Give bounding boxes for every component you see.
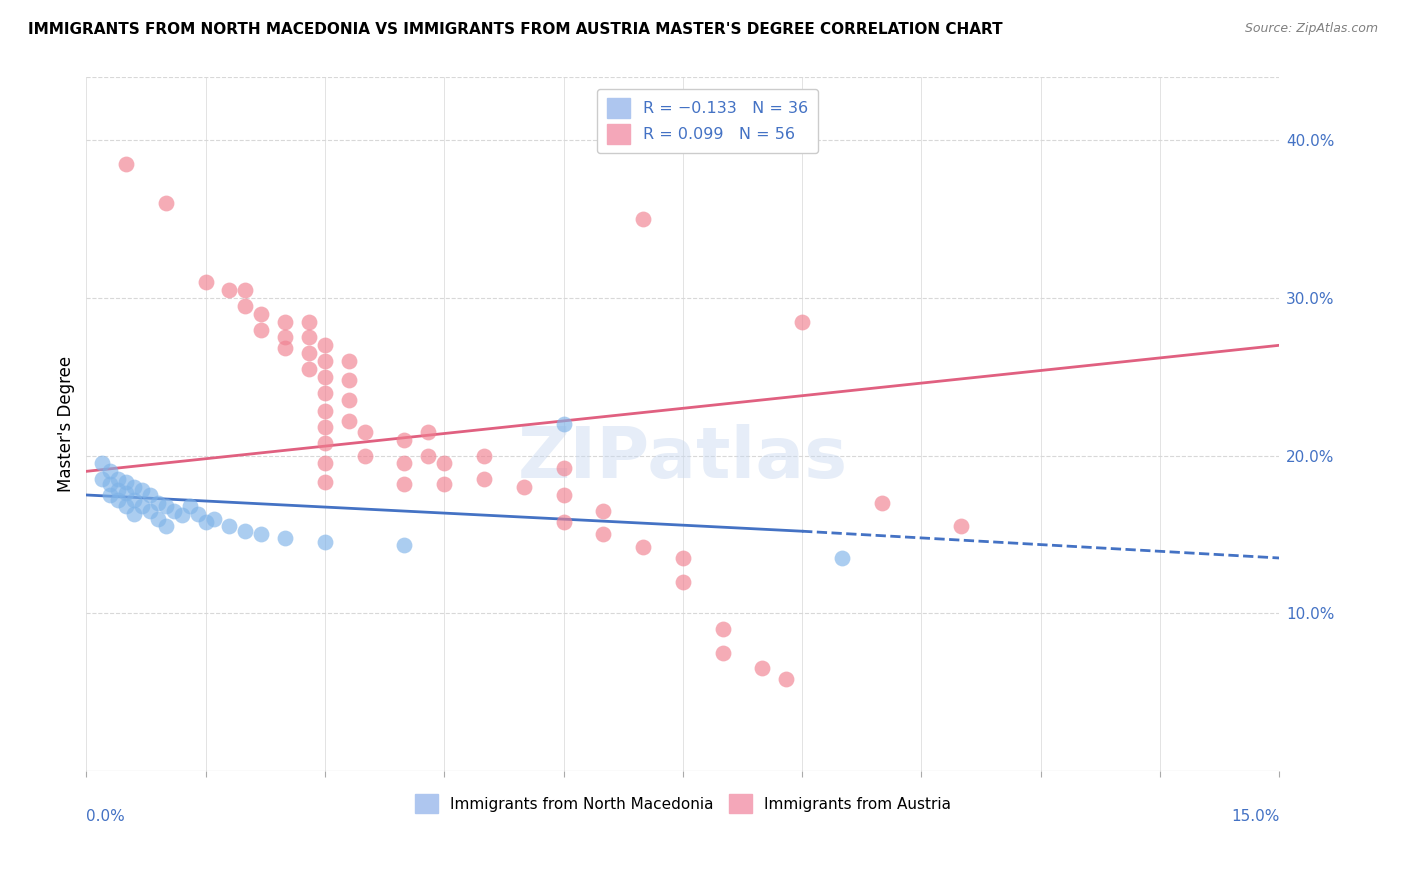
Point bbox=[631, 540, 654, 554]
Point bbox=[337, 393, 360, 408]
Point bbox=[122, 507, 145, 521]
Point bbox=[353, 425, 375, 439]
Point bbox=[115, 475, 138, 490]
Point bbox=[314, 457, 336, 471]
Point bbox=[139, 504, 162, 518]
Point bbox=[139, 488, 162, 502]
Point bbox=[337, 354, 360, 368]
Point bbox=[250, 322, 273, 336]
Point bbox=[131, 483, 153, 498]
Text: ZIPatlas: ZIPatlas bbox=[517, 425, 848, 493]
Point bbox=[314, 535, 336, 549]
Point bbox=[433, 477, 456, 491]
Point bbox=[314, 475, 336, 490]
Point bbox=[337, 414, 360, 428]
Point bbox=[122, 480, 145, 494]
Point bbox=[107, 492, 129, 507]
Point bbox=[672, 551, 695, 566]
Text: 15.0%: 15.0% bbox=[1230, 809, 1279, 824]
Y-axis label: Master's Degree: Master's Degree bbox=[58, 356, 75, 492]
Point bbox=[122, 492, 145, 507]
Point bbox=[170, 508, 193, 523]
Point bbox=[274, 315, 297, 329]
Point bbox=[418, 425, 440, 439]
Point bbox=[107, 483, 129, 498]
Point bbox=[98, 488, 121, 502]
Point bbox=[155, 196, 177, 211]
Point bbox=[155, 519, 177, 533]
Point bbox=[98, 477, 121, 491]
Point bbox=[472, 449, 495, 463]
Point bbox=[91, 457, 114, 471]
Point bbox=[235, 299, 257, 313]
Point bbox=[433, 457, 456, 471]
Point bbox=[91, 472, 114, 486]
Point bbox=[553, 488, 575, 502]
Point bbox=[146, 496, 169, 510]
Point bbox=[751, 661, 773, 675]
Point bbox=[314, 436, 336, 450]
Point bbox=[831, 551, 853, 566]
Point bbox=[115, 499, 138, 513]
Point bbox=[202, 511, 225, 525]
Point bbox=[775, 673, 797, 687]
Point bbox=[187, 507, 209, 521]
Point bbox=[298, 346, 321, 360]
Point bbox=[155, 499, 177, 513]
Point bbox=[418, 449, 440, 463]
Point bbox=[298, 362, 321, 376]
Point bbox=[337, 373, 360, 387]
Text: IMMIGRANTS FROM NORTH MACEDONIA VS IMMIGRANTS FROM AUSTRIA MASTER'S DEGREE CORRE: IMMIGRANTS FROM NORTH MACEDONIA VS IMMIG… bbox=[28, 22, 1002, 37]
Point bbox=[394, 457, 416, 471]
Point bbox=[194, 515, 217, 529]
Point bbox=[950, 519, 973, 533]
Point bbox=[314, 354, 336, 368]
Point bbox=[394, 477, 416, 491]
Point bbox=[274, 330, 297, 344]
Point bbox=[298, 315, 321, 329]
Point bbox=[194, 275, 217, 289]
Point bbox=[394, 433, 416, 447]
Point bbox=[131, 499, 153, 513]
Point bbox=[314, 404, 336, 418]
Point bbox=[512, 480, 534, 494]
Point bbox=[235, 283, 257, 297]
Point bbox=[179, 499, 201, 513]
Legend: Immigrants from North Macedonia, Immigrants from Austria: Immigrants from North Macedonia, Immigra… bbox=[405, 785, 960, 822]
Point bbox=[472, 472, 495, 486]
Point bbox=[553, 515, 575, 529]
Point bbox=[790, 315, 813, 329]
Point bbox=[115, 486, 138, 500]
Point bbox=[218, 519, 240, 533]
Point bbox=[250, 527, 273, 541]
Point bbox=[98, 464, 121, 478]
Point bbox=[592, 527, 614, 541]
Text: 0.0%: 0.0% bbox=[86, 809, 125, 824]
Point bbox=[146, 511, 169, 525]
Point bbox=[314, 420, 336, 434]
Point bbox=[553, 417, 575, 431]
Point bbox=[592, 504, 614, 518]
Point bbox=[553, 461, 575, 475]
Point bbox=[314, 338, 336, 352]
Point bbox=[218, 283, 240, 297]
Point bbox=[314, 385, 336, 400]
Point bbox=[274, 342, 297, 356]
Point bbox=[631, 212, 654, 227]
Point bbox=[314, 369, 336, 384]
Text: Source: ZipAtlas.com: Source: ZipAtlas.com bbox=[1244, 22, 1378, 36]
Point bbox=[235, 524, 257, 539]
Point bbox=[107, 472, 129, 486]
Point bbox=[394, 538, 416, 552]
Point bbox=[711, 622, 734, 636]
Point bbox=[672, 574, 695, 589]
Point bbox=[353, 449, 375, 463]
Point bbox=[250, 307, 273, 321]
Point bbox=[115, 157, 138, 171]
Point bbox=[711, 646, 734, 660]
Point bbox=[163, 504, 186, 518]
Point bbox=[274, 531, 297, 545]
Point bbox=[870, 496, 893, 510]
Point bbox=[298, 330, 321, 344]
